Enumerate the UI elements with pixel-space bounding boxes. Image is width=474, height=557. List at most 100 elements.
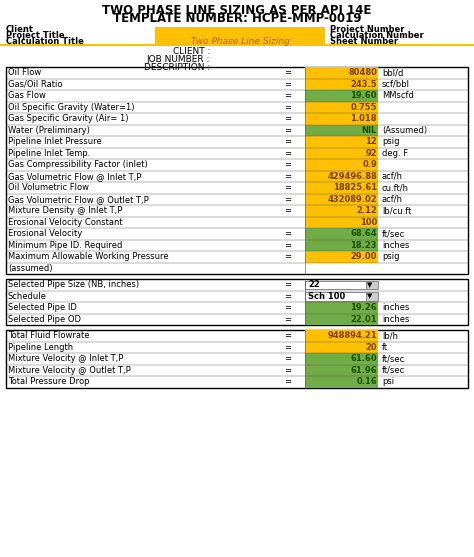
Text: acf/h: acf/h (382, 195, 403, 204)
Text: ft/sec: ft/sec (382, 366, 405, 375)
Text: Selected Pipe Size (NB, inches): Selected Pipe Size (NB, inches) (8, 280, 139, 289)
Text: acf/h: acf/h (382, 172, 403, 181)
Text: Sheet Number: Sheet Number (330, 37, 398, 46)
Text: 1.018: 1.018 (350, 114, 377, 123)
Text: Client: Client (6, 26, 34, 35)
Text: Gas Volumetric Flow @ Inlet T,P: Gas Volumetric Flow @ Inlet T,P (8, 172, 141, 181)
Text: 2.12: 2.12 (356, 206, 377, 215)
Text: Mixture Density @ Inlet T,P: Mixture Density @ Inlet T,P (8, 206, 122, 215)
Text: TEMPLATE NUMBER: HCPE-MMP-0019: TEMPLATE NUMBER: HCPE-MMP-0019 (113, 12, 361, 26)
Text: =: = (284, 183, 292, 192)
Bar (305, 217, 378, 228)
Text: inches: inches (382, 303, 410, 312)
Text: =: = (284, 102, 292, 112)
Text: scf/bbl: scf/bbl (382, 80, 410, 89)
Text: =: = (284, 315, 292, 324)
Text: =: = (284, 137, 292, 146)
Text: =: = (284, 280, 292, 289)
Text: Gas Volumetric Flow @ Outlet T,P: Gas Volumetric Flow @ Outlet T,P (8, 195, 149, 204)
Text: 20: 20 (365, 343, 377, 352)
Bar (366, 292, 378, 300)
Bar (305, 364, 378, 376)
Text: Two Phase Line Sizing: Two Phase Line Sizing (191, 37, 290, 46)
Bar (305, 376, 378, 388)
Text: Pipeline Inlet Temp.: Pipeline Inlet Temp. (8, 149, 91, 158)
Text: Gas/Oil Ratio: Gas/Oil Ratio (8, 80, 63, 89)
Text: =: = (284, 229, 292, 238)
Text: =: = (284, 241, 292, 250)
Bar (305, 205, 378, 217)
Text: Project Number: Project Number (330, 26, 404, 35)
Text: psig: psig (382, 252, 400, 261)
Text: NIL: NIL (362, 126, 377, 135)
Text: Gas Compressibility Factor (inlet): Gas Compressibility Factor (inlet) (8, 160, 148, 169)
Text: 0.755: 0.755 (350, 102, 377, 112)
Text: Total Pressure Drop: Total Pressure Drop (8, 377, 90, 386)
Text: Mixture Velocity @ Outlet T,P: Mixture Velocity @ Outlet T,P (8, 366, 131, 375)
Text: Gas Flow: Gas Flow (8, 91, 46, 100)
Text: =: = (284, 292, 292, 301)
Bar (305, 292, 366, 300)
Text: Water (Preliminary): Water (Preliminary) (8, 126, 90, 135)
Text: =: = (284, 91, 292, 100)
Text: 61.96: 61.96 (350, 366, 377, 375)
Text: 22: 22 (308, 280, 320, 289)
Bar (305, 125, 378, 136)
Text: 18825.61: 18825.61 (333, 183, 377, 192)
Text: Calculation Title: Calculation Title (6, 37, 84, 46)
Bar (6, 330, 468, 388)
Text: 92: 92 (365, 149, 377, 158)
Bar (305, 353, 378, 364)
Text: 432089.02: 432089.02 (328, 195, 377, 204)
Bar (305, 341, 378, 353)
Text: lb/cu.ft: lb/cu.ft (382, 206, 411, 215)
Text: 19.60: 19.60 (350, 91, 377, 100)
Text: DESCRIPTION :: DESCRIPTION : (144, 63, 210, 72)
Text: 948894.21: 948894.21 (327, 331, 377, 340)
Bar (6, 279, 468, 325)
Text: bbl/d: bbl/d (382, 69, 403, 77)
Text: =: = (284, 126, 292, 135)
Bar (305, 228, 378, 240)
Text: =: = (284, 80, 292, 89)
Text: =: = (284, 160, 292, 169)
Text: TWO PHASE LINE SIZING AS PER API 14E: TWO PHASE LINE SIZING AS PER API 14E (102, 3, 372, 17)
Text: ▼: ▼ (367, 282, 373, 288)
Text: 68.64: 68.64 (350, 229, 377, 238)
Text: Oil Volumetric Flow: Oil Volumetric Flow (8, 183, 89, 192)
Bar (305, 90, 378, 101)
Text: MMscfd: MMscfd (382, 91, 414, 100)
Text: ft/sec: ft/sec (382, 354, 405, 363)
Text: inches: inches (382, 241, 410, 250)
Text: Minimum Pipe ID. Required: Minimum Pipe ID. Required (8, 241, 122, 250)
Bar (305, 314, 378, 325)
Text: 80480: 80480 (348, 69, 377, 77)
Text: Calculation Number: Calculation Number (330, 31, 424, 40)
Text: Pipeline Inlet Pressure: Pipeline Inlet Pressure (8, 137, 102, 146)
Text: 0.16: 0.16 (356, 377, 377, 386)
Text: =: = (284, 149, 292, 158)
Text: Selected Pipe ID: Selected Pipe ID (8, 303, 77, 312)
Text: psig: psig (382, 137, 400, 146)
Text: psi: psi (382, 377, 394, 386)
Text: (assumed): (assumed) (8, 264, 53, 273)
Text: 19.26: 19.26 (350, 303, 377, 312)
Bar (305, 67, 378, 79)
Text: ▼: ▼ (367, 293, 373, 299)
Text: 100: 100 (360, 218, 377, 227)
Bar (305, 101, 378, 113)
Text: 22.01: 22.01 (350, 315, 377, 324)
Bar (305, 170, 378, 182)
Bar (305, 136, 378, 148)
Bar (305, 159, 378, 170)
Text: CLIENT :: CLIENT : (173, 47, 210, 56)
Bar (305, 79, 378, 90)
Text: Oil Specific Gravity (Water=1): Oil Specific Gravity (Water=1) (8, 102, 135, 112)
Text: =: = (284, 343, 292, 352)
Text: 18.23: 18.23 (350, 241, 377, 250)
Bar (155, 27, 325, 44)
Text: Gas Specific Gravity (Air= 1): Gas Specific Gravity (Air= 1) (8, 114, 128, 123)
Text: cu.ft/h: cu.ft/h (382, 183, 409, 192)
Text: 429496.88: 429496.88 (327, 172, 377, 181)
Bar (6, 67, 468, 274)
